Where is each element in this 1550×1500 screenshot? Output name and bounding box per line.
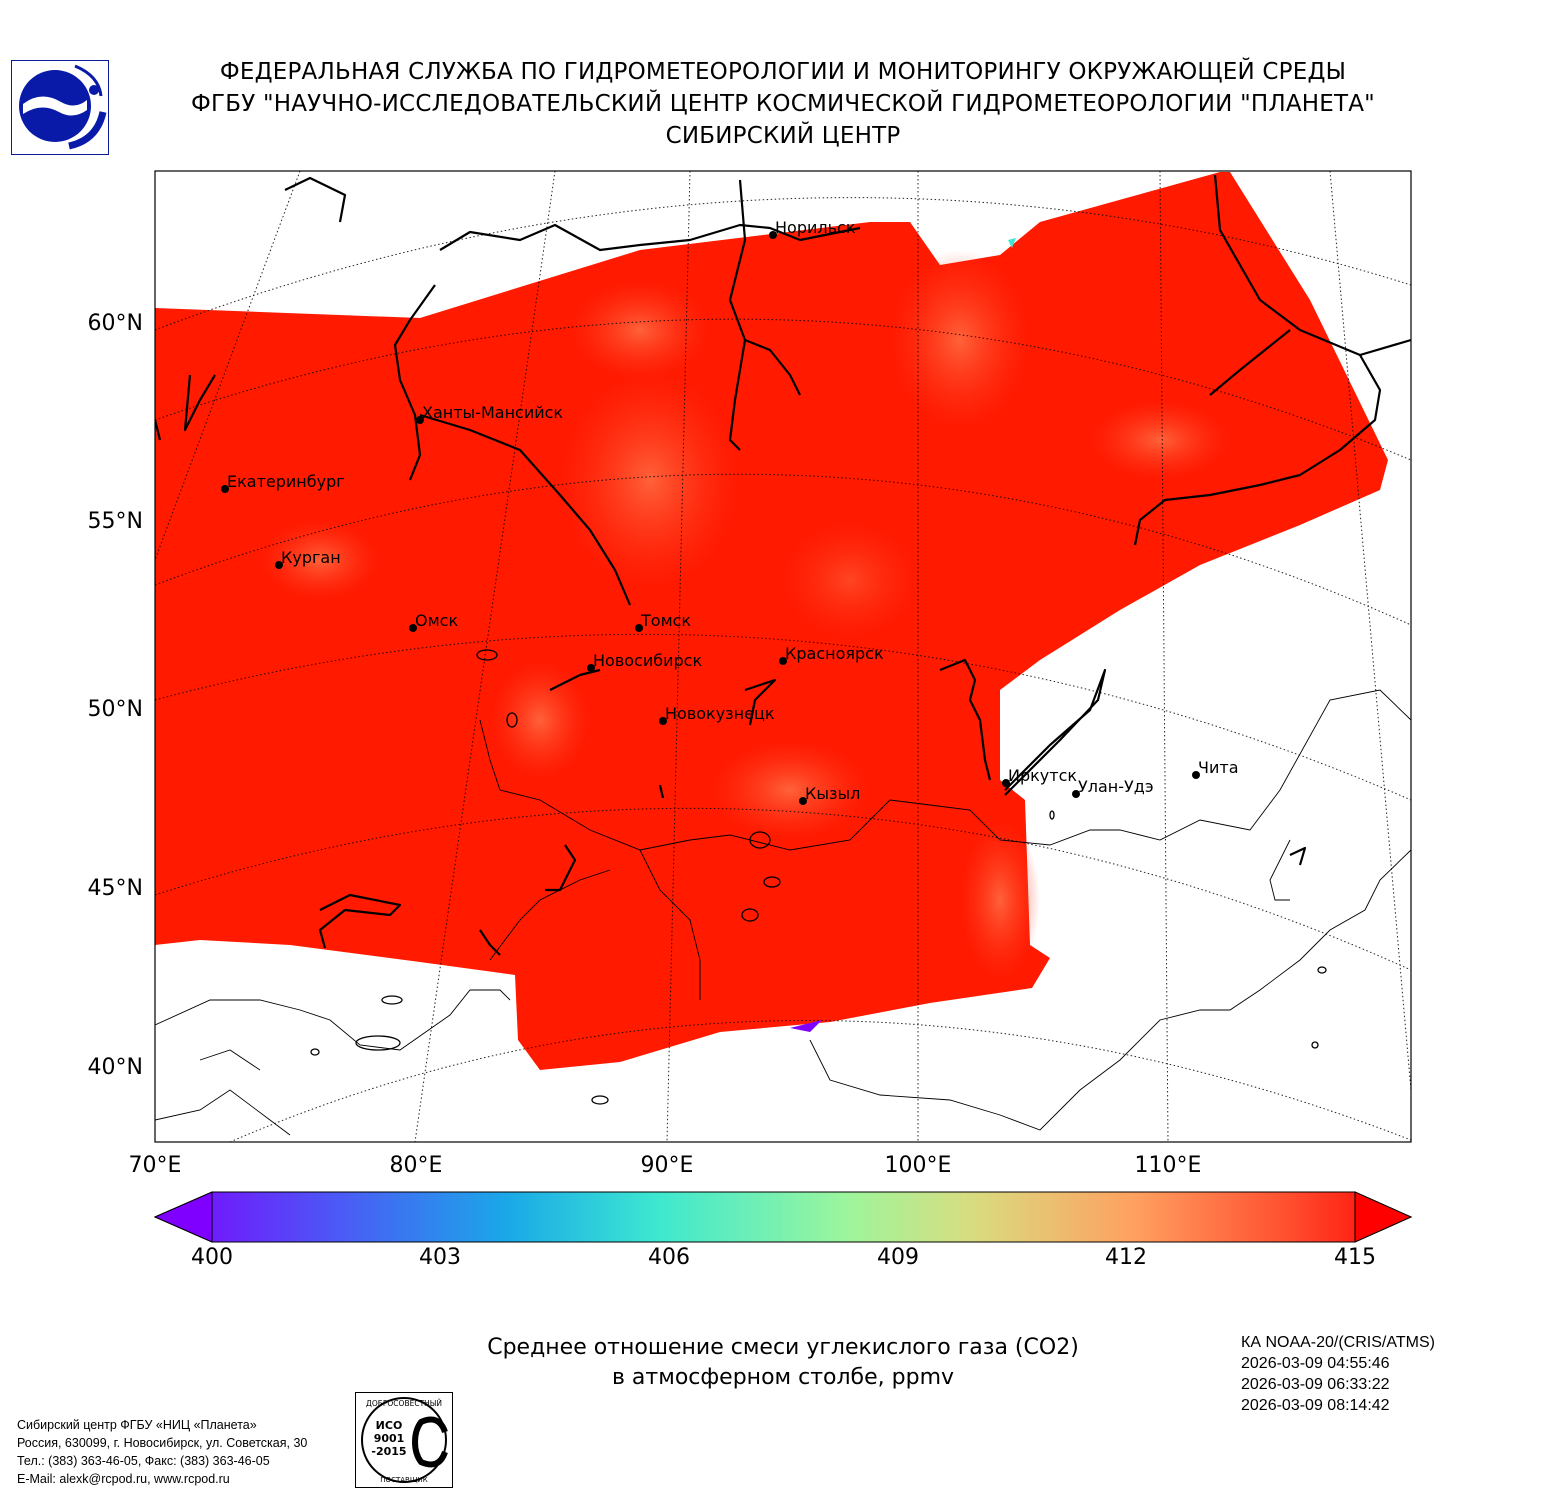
colorbar-tick-412: 412: [1105, 1245, 1147, 1270]
city-2-label: Екатеринбург: [227, 472, 345, 491]
city-0-label: Норильск: [775, 218, 856, 237]
svg-text:ПОСТАВЩИК: ПОСТАВЩИК: [380, 1476, 427, 1484]
city-9-marker: [799, 797, 807, 805]
city-2-marker: [221, 485, 229, 493]
city-11-marker: [1072, 790, 1080, 798]
lon-label-90: 90°E: [640, 1153, 694, 1178]
city-8-marker: [659, 717, 667, 725]
svg-text:9001: 9001: [374, 1432, 405, 1445]
lon-label-80: 80°E: [389, 1153, 443, 1178]
pass-time-3: 2026-03-09 08:14:42: [1241, 1397, 1390, 1414]
city-6-label: Новосибирск: [593, 651, 702, 670]
lat-label-50: 50°N: [87, 697, 143, 722]
city-5-marker: [635, 624, 643, 632]
city-3-label: Курган: [281, 548, 341, 567]
pass-time-2: 2026-03-09 06:33:22: [1241, 1376, 1390, 1393]
lon-label-70: 70°E: [128, 1153, 182, 1178]
city-1-marker: [416, 416, 424, 424]
address-line-4: E-Mail: alexk@rcpod.ru, www.rcpod.ru: [17, 1472, 230, 1486]
header-line-2: ФГБУ "НАУЧНО-ИССЛЕДОВАТЕЛЬСКИЙ ЦЕНТР КОС…: [191, 91, 1375, 117]
satellite-name: КА NOAA-20/(CRIS/ATMS): [1241, 1334, 1435, 1351]
city-8-label: Новокузнецк: [665, 704, 775, 723]
lat-label-45: 45°N: [87, 876, 143, 901]
colorbar-tick-406: 406: [648, 1245, 690, 1270]
lat-label-55: 55°N: [87, 509, 143, 534]
city-0-marker: [769, 231, 777, 239]
city-7-marker: [779, 657, 787, 665]
colorbar-tick-415: 415: [1334, 1245, 1376, 1270]
city-12-label: Чита: [1198, 758, 1239, 777]
map-frame: [154, 170, 1412, 1143]
lon-label-100: 100°E: [884, 1153, 952, 1178]
city-10-label: Иркутск: [1008, 766, 1077, 785]
svg-text:ИСО: ИСО: [376, 1419, 403, 1432]
city-5-label: Томск: [640, 611, 691, 630]
caption-line-1: Среднее отношение смеси углекислого газа…: [487, 1335, 1079, 1360]
colorbar-tick-403: 403: [419, 1245, 461, 1270]
header-line-1: ФЕДЕРАЛЬНАЯ СЛУЖБА ПО ГИДРОМЕТЕОРОЛОГИИ …: [219, 59, 1347, 85]
city-10-marker: [1002, 779, 1010, 787]
city-7-label: Красноярск: [785, 644, 884, 663]
address-line-2: Россия, 630099, г. Новосибирск, ул. Сове…: [17, 1436, 308, 1450]
lat-label-40: 40°N: [87, 1055, 143, 1080]
pass-time-1: 2026-03-09 04:55:46: [1241, 1355, 1390, 1372]
co2-swath: [155, 172, 1388, 1070]
city-12-marker: [1192, 771, 1200, 779]
header-line-3: СИБИРСКИЙ ЦЕНТР: [665, 123, 901, 149]
colorbar-tick-400: 400: [191, 1245, 233, 1270]
city-6-marker: [587, 664, 595, 672]
lat-label-60: 60°N: [87, 311, 143, 336]
city-3-marker: [275, 561, 283, 569]
city-4-marker: [409, 624, 417, 632]
colorbar-tick-409: 409: [877, 1245, 919, 1270]
address-line-1: Сибирский центр ФГБУ «НИЦ «Планета»: [17, 1418, 257, 1432]
city-9-label: Кызыл: [805, 784, 860, 803]
city-11-label: Улан-Удэ: [1078, 777, 1154, 796]
svg-text:ДОБРОСОВЕСТНЫЙ: ДОБРОСОВЕСТНЫЙ: [366, 1399, 442, 1408]
address-line-3: Тел.: (383) 363-46-05, Факс: (383) 363-4…: [17, 1454, 270, 1468]
city-4-label: Омск: [415, 611, 458, 630]
svg-text:-2015: -2015: [371, 1445, 406, 1458]
lon-label-110: 110°E: [1134, 1153, 1202, 1178]
city-1-label: Ханты-Мансийск: [422, 403, 563, 422]
planeta-logo-icon: [11, 60, 109, 155]
colorbar: [153, 1191, 1413, 1243]
caption-line-2: в атмосферном столбе, ppmv: [611, 1365, 955, 1390]
iso-certificate-icon: ДОБРОСОВЕСТНЫЙ ИСО 9001 -2015 ПОСТАВЩИК: [355, 1392, 453, 1488]
